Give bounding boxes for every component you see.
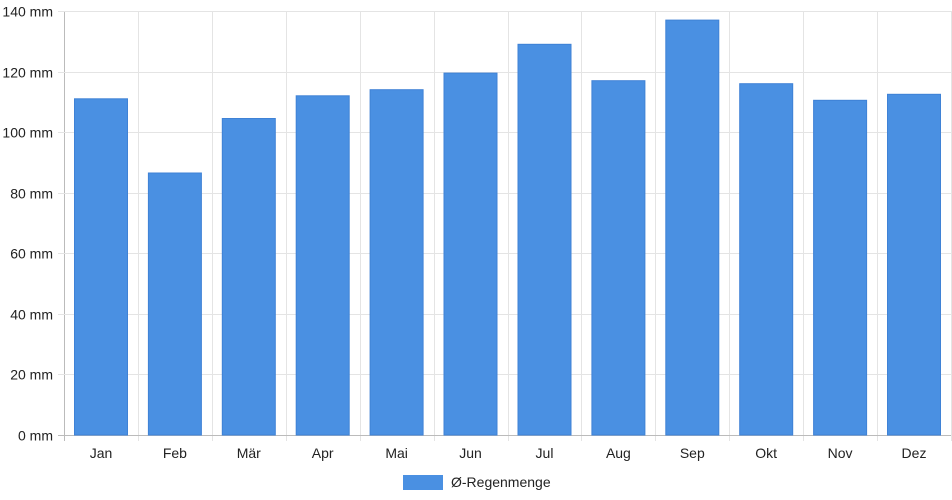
y-tick-label: 20 mm [10, 367, 53, 383]
y-tick-label: 100 mm [2, 125, 53, 141]
bar-feb[interactable] [147, 172, 202, 436]
x-tick-label: Dez [902, 445, 927, 461]
bar-aug[interactable] [591, 80, 646, 436]
x-tick-label: Okt [755, 445, 777, 461]
bar-sep[interactable] [665, 19, 720, 436]
y-tick-label: 0 mm [18, 428, 53, 444]
x-tick-label: Mär [237, 445, 261, 461]
bar-jan[interactable] [74, 98, 128, 436]
legend[interactable]: Ø-Regenmenge [403, 474, 551, 490]
y-tick-label: 80 mm [10, 186, 53, 202]
bar-nov[interactable] [813, 99, 868, 436]
bar-dez[interactable] [887, 93, 941, 436]
bar-mär[interactable] [221, 118, 276, 436]
bar-mai[interactable] [369, 89, 424, 436]
x-tick-label: Jul [536, 445, 554, 461]
bar-jun[interactable] [443, 72, 498, 436]
x-tick-label: Jan [90, 445, 113, 461]
legend-label[interactable]: Ø-Regenmenge [451, 474, 551, 490]
bar-jul[interactable] [517, 43, 572, 436]
y-axis-tick-labels: 0 mm 20 mm 40 mm 60 mm 80 mm 100 mm 120 mm 140 … [2, 4, 53, 444]
bar-series [74, 19, 941, 436]
x-axis-tick-labels: Jan Feb Mär Apr Mai Jun Jul Aug Sep Okt Nov Dez [90, 445, 927, 461]
y-tick-label: 120 mm [2, 65, 53, 81]
x-tick-label: Mai [385, 445, 408, 461]
bar-apr[interactable] [295, 95, 350, 436]
y-tick-label: 140 mm [2, 4, 53, 20]
x-tick-label: Apr [312, 445, 334, 461]
y-tick-label: 40 mm [10, 307, 53, 323]
x-tick-label: Jun [459, 445, 482, 461]
x-tick-label: Feb [163, 445, 187, 461]
x-tick-label: Aug [606, 445, 631, 461]
bar-okt[interactable] [739, 83, 794, 436]
legend-swatch[interactable] [403, 475, 443, 490]
x-tick-label: Nov [828, 445, 853, 461]
x-tick-label: Sep [680, 445, 705, 461]
horizontal-grid-lines [58, 11, 951, 436]
y-tick-label: 60 mm [10, 246, 53, 262]
